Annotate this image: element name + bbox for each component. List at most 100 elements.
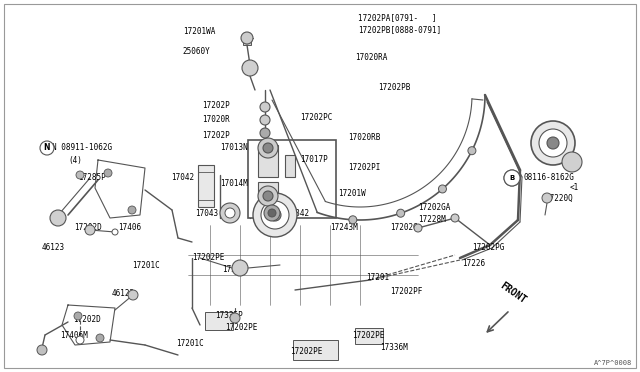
Text: 17335P: 17335P xyxy=(215,311,243,320)
Text: 17202PE: 17202PE xyxy=(192,253,225,263)
Bar xyxy=(243,40,251,45)
Circle shape xyxy=(562,152,582,172)
Circle shape xyxy=(397,209,404,217)
Text: 17202PF: 17202PF xyxy=(390,286,422,295)
Circle shape xyxy=(50,210,66,226)
Text: 17202G: 17202G xyxy=(390,224,418,232)
Circle shape xyxy=(531,121,575,165)
Text: FRONT: FRONT xyxy=(498,280,528,305)
Polygon shape xyxy=(62,305,115,345)
Text: 17043: 17043 xyxy=(195,208,218,218)
Text: 17202GA: 17202GA xyxy=(418,203,451,212)
Circle shape xyxy=(40,141,54,155)
Text: 17202PE: 17202PE xyxy=(352,330,385,340)
Bar xyxy=(355,328,383,344)
Text: 17406: 17406 xyxy=(118,224,141,232)
Circle shape xyxy=(128,206,136,214)
Text: 17202PB[0888-0791]: 17202PB[0888-0791] xyxy=(358,26,441,35)
Circle shape xyxy=(542,193,552,203)
Text: 17342: 17342 xyxy=(286,208,309,218)
Text: 17202P: 17202P xyxy=(202,100,230,109)
Circle shape xyxy=(268,209,276,217)
Circle shape xyxy=(438,185,447,193)
Circle shape xyxy=(269,209,281,221)
Text: 17202PE: 17202PE xyxy=(225,324,257,333)
Circle shape xyxy=(253,193,297,237)
Text: 17202PC: 17202PC xyxy=(300,113,332,122)
Circle shape xyxy=(264,205,280,221)
Circle shape xyxy=(241,32,253,44)
Circle shape xyxy=(220,203,240,223)
Circle shape xyxy=(414,224,422,232)
Circle shape xyxy=(242,60,258,76)
Circle shape xyxy=(232,260,248,276)
Text: N: N xyxy=(44,144,51,153)
Text: 17013N: 17013N xyxy=(220,142,248,151)
Bar xyxy=(258,182,278,212)
Bar xyxy=(205,312,233,330)
Circle shape xyxy=(258,138,278,158)
Text: 17020R: 17020R xyxy=(202,115,230,125)
Circle shape xyxy=(85,225,95,235)
Text: 17202D: 17202D xyxy=(73,315,100,324)
Text: 25060Y: 25060Y xyxy=(182,48,210,57)
Text: 46123: 46123 xyxy=(112,289,135,298)
Text: 17201WA: 17201WA xyxy=(182,28,215,36)
Text: 17201: 17201 xyxy=(366,273,389,282)
Text: A^7P^0008: A^7P^0008 xyxy=(594,360,632,366)
Circle shape xyxy=(260,102,270,112)
Text: 17370: 17370 xyxy=(222,266,245,275)
Circle shape xyxy=(547,137,559,149)
Circle shape xyxy=(260,115,270,125)
Text: 17202PB: 17202PB xyxy=(378,83,410,93)
Text: 17202PI: 17202PI xyxy=(348,164,380,173)
Text: N 08911-1062G: N 08911-1062G xyxy=(52,144,112,153)
Circle shape xyxy=(539,129,567,157)
Text: 17202P: 17202P xyxy=(202,131,230,140)
Circle shape xyxy=(37,345,47,355)
Circle shape xyxy=(504,170,520,186)
Text: 17285P: 17285P xyxy=(78,173,106,183)
Text: 17020RA: 17020RA xyxy=(355,54,387,62)
Circle shape xyxy=(261,201,289,229)
Text: 17406M: 17406M xyxy=(60,330,88,340)
Text: 17020RB: 17020RB xyxy=(348,134,380,142)
Text: 17240: 17240 xyxy=(540,128,563,138)
Circle shape xyxy=(74,312,82,320)
Bar xyxy=(198,165,214,207)
Text: 17226: 17226 xyxy=(462,259,485,267)
Circle shape xyxy=(451,214,459,222)
Text: 17336M: 17336M xyxy=(380,343,408,353)
Circle shape xyxy=(504,170,520,186)
Text: 17228M: 17228M xyxy=(418,215,445,224)
Circle shape xyxy=(96,334,104,342)
Circle shape xyxy=(76,336,84,344)
Text: 17017P: 17017P xyxy=(300,155,328,164)
Text: 17201W: 17201W xyxy=(338,189,365,198)
Bar xyxy=(248,140,336,218)
Text: 17202PG: 17202PG xyxy=(472,244,504,253)
Text: <1: <1 xyxy=(570,183,579,192)
Circle shape xyxy=(104,169,112,177)
Circle shape xyxy=(76,171,84,179)
Bar xyxy=(293,340,338,360)
Text: 17201C: 17201C xyxy=(176,340,204,349)
Text: 17042: 17042 xyxy=(171,173,194,183)
Text: 17251: 17251 xyxy=(555,154,578,163)
Text: 17220Q: 17220Q xyxy=(545,193,573,202)
Circle shape xyxy=(258,186,278,206)
Circle shape xyxy=(263,191,273,201)
Text: (4): (4) xyxy=(68,155,82,164)
Circle shape xyxy=(230,313,240,323)
Circle shape xyxy=(112,229,118,235)
Bar xyxy=(285,155,295,177)
Circle shape xyxy=(468,147,476,155)
Text: 08116-8162G: 08116-8162G xyxy=(524,173,575,183)
Text: 17201C: 17201C xyxy=(132,260,160,269)
Text: 17202D: 17202D xyxy=(74,224,102,232)
Bar xyxy=(258,145,278,177)
Text: 17014M: 17014M xyxy=(220,179,248,187)
Circle shape xyxy=(128,290,138,300)
Text: B: B xyxy=(509,175,515,181)
Text: 46123: 46123 xyxy=(42,244,65,253)
